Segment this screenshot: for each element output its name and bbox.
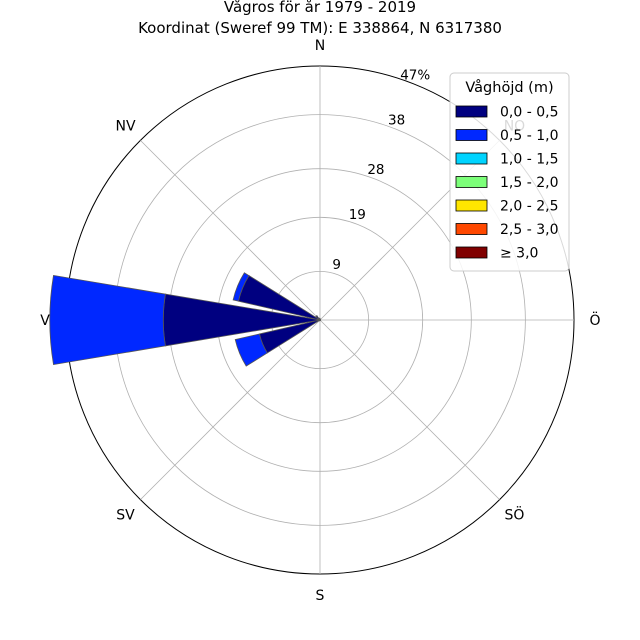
legend-label: 1,0 - 1,5 [500, 152, 558, 168]
direction-label: N [315, 38, 325, 54]
radial-tick-label: 9 [332, 257, 341, 273]
rose-bar [49, 274, 166, 366]
direction-label: SV [116, 507, 135, 523]
legend-swatch [455, 176, 488, 188]
legend: Våghöjd (m) 0,0 - 0,5 0,5 - 1,0 1,0 - 1,5 1… [449, 72, 570, 272]
legend-title: Våghöjd (m) [465, 79, 553, 96]
legend-items: 0,0 - 0,5 0,5 - 1,0 1,0 - 1,5 1,5 - 2,0 2,0 … [455, 105, 558, 262]
direction-label: NV [116, 119, 136, 135]
rose-bar [232, 272, 250, 302]
legend-swatch [455, 105, 488, 118]
legend-label: 2,0 - 2,5 [500, 199, 558, 215]
legend-swatch [455, 129, 488, 141]
legend-label: 2,5 - 3,0 [500, 222, 558, 238]
legend-swatch [455, 199, 488, 212]
grid-spoke [319, 319, 500, 500]
radial-tick-labels: 9 19 28 38 47% [332, 67, 430, 273]
legend-swatch [455, 223, 488, 235]
chart-subtitle: Koordinat (Sweref 99 TM): E 338864, N 63… [138, 19, 502, 37]
radial-tick-label: 28 [367, 162, 384, 178]
chart-title: Vågros för år 1979 - 2019 [224, 0, 416, 16]
grid-spoke [140, 140, 321, 321]
direction-label: Ö [589, 311, 600, 329]
legend-frame [449, 72, 570, 272]
rose-bar [315, 315, 318, 318]
legend-label: 0,5 - 1,0 [500, 128, 558, 144]
direction-label: S [316, 588, 325, 604]
radial-tick-label: 47% [400, 67, 430, 83]
legend-label: ≥ 3,0 [500, 246, 538, 262]
legend-label: 1,5 - 2,0 [500, 175, 558, 191]
radial-tick-label: 38 [388, 112, 405, 128]
direction-label: SÖ [505, 505, 525, 523]
legend-swatch [455, 152, 488, 165]
grid-spoke [140, 319, 321, 500]
radial-tick-label: 19 [349, 207, 366, 223]
legend-swatch [455, 246, 488, 259]
legend-label: 0,0 - 0,5 [500, 105, 558, 121]
rose-bar [234, 333, 268, 367]
rose-bars [49, 272, 322, 367]
direction-label: V [40, 313, 50, 329]
